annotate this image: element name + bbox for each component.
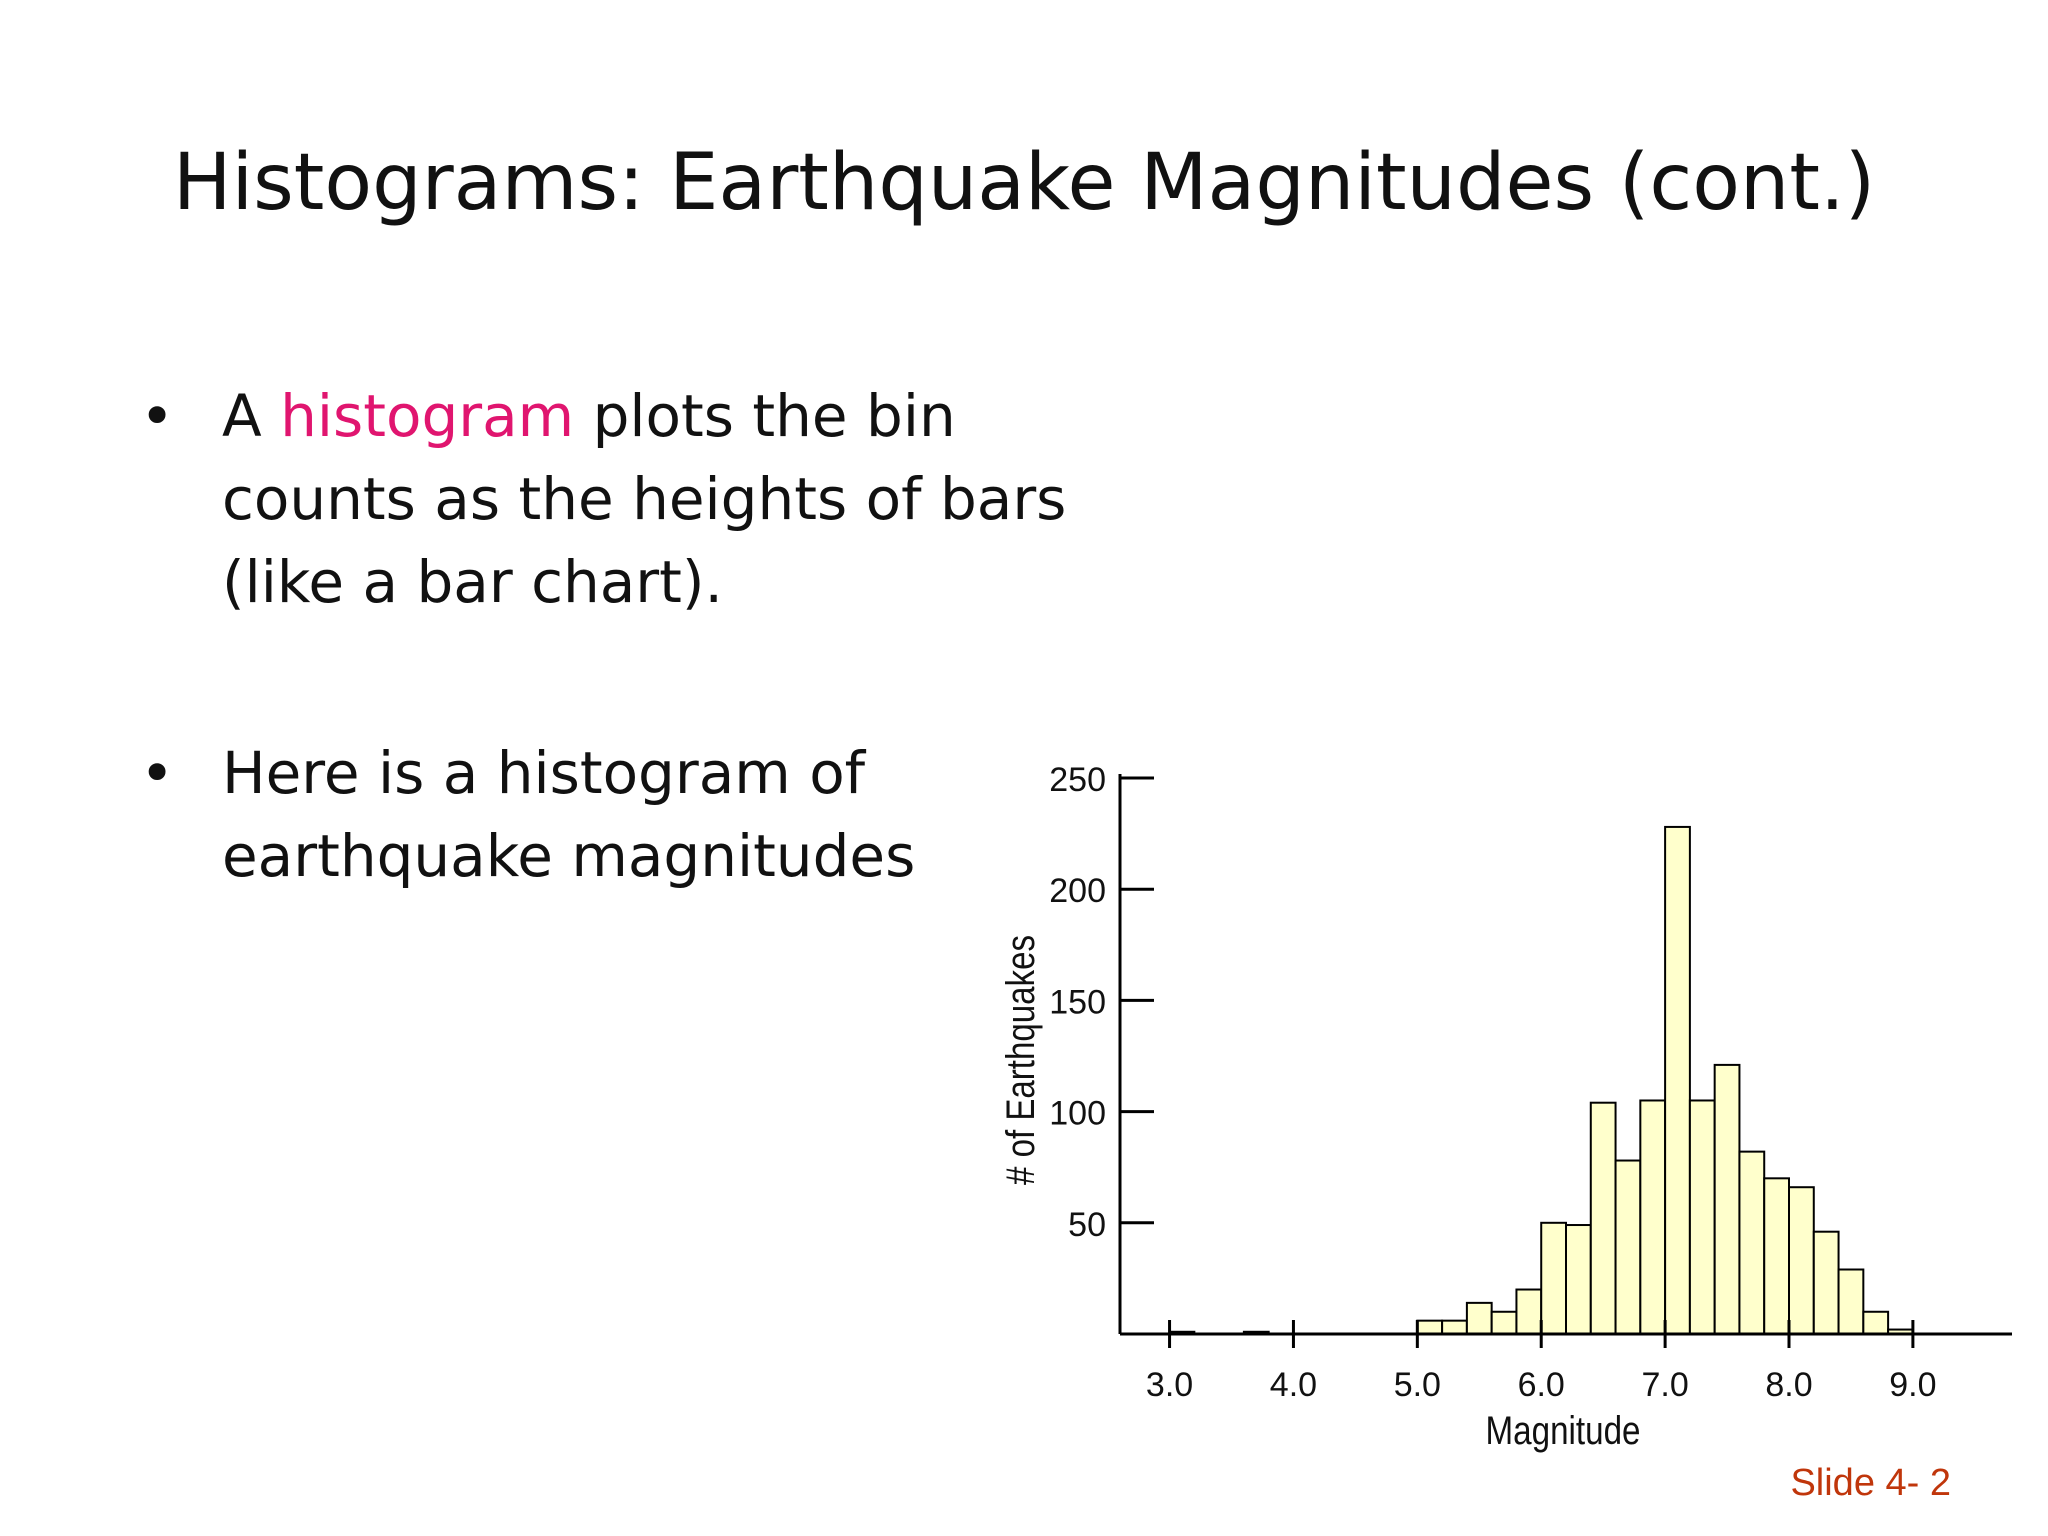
bullet-line: (like a bar chart).: [222, 548, 723, 616]
histogram-bar: [1837, 1268, 1865, 1336]
x-tick-label: 5.0: [1394, 1366, 1441, 1404]
slide-title: Histograms: Earthquake Magnitudes (cont.…: [172, 138, 1876, 228]
x-tick-label: 6.0: [1518, 1366, 1565, 1404]
histogram-bar: [1465, 1301, 1493, 1336]
histogram-bar: [1713, 1063, 1741, 1335]
x-tick-label: 4.0: [1270, 1366, 1317, 1404]
histogram-bar: [1664, 825, 1691, 1335]
histogram-bar: [1763, 1177, 1790, 1335]
histogram-bar: [1589, 1101, 1617, 1335]
histogram-bar: [1639, 1099, 1667, 1335]
bullet-text: plots the bin: [574, 382, 956, 450]
x-tick-label: 3.0: [1146, 1366, 1193, 1404]
bullet-item-histogram-definition: • A histogram plots the bin counts as th…: [140, 375, 1080, 624]
x-tick-label: 8.0: [1765, 1366, 1812, 1404]
histogram-bar: [1788, 1186, 1815, 1335]
histogram-bar: [1515, 1288, 1543, 1336]
y-tick-label: 150: [1049, 983, 1106, 1021]
highlighted-term: histogram: [280, 382, 575, 450]
y-tick-label: 200: [1049, 872, 1106, 910]
y-axis-ticks: 50 100 150 200 250: [1049, 761, 1154, 1244]
bullet-dot: •: [140, 382, 175, 450]
bullet-item-histogram-example: • Here is a histogram of earthquake magn…: [140, 732, 1080, 898]
histogram-bar: [1738, 1150, 1766, 1335]
histogram-bar: [1614, 1159, 1642, 1335]
histogram-bar: [1490, 1310, 1518, 1336]
x-tick-label: 7.0: [1641, 1366, 1688, 1404]
histogram-bar: [1565, 1224, 1592, 1336]
bullet-line: Here is a histogram of: [222, 739, 866, 807]
bullet-list: • A histogram plots the bin counts as th…: [140, 375, 1080, 898]
x-axis-label: Magnitude: [1486, 1409, 1641, 1453]
x-axis-ticks: 3.0 4.0 5.0 6.0 7.0 8.0 9.0: [1146, 1320, 1937, 1404]
histogram-bar: [1441, 1319, 1468, 1336]
bullet-line: earthquake magnitudes: [222, 822, 916, 890]
bullet-dot: •: [140, 739, 175, 807]
y-tick-label: 50: [1068, 1206, 1106, 1244]
bullet-text: A: [222, 382, 281, 450]
histogram-bar: [1862, 1310, 1890, 1336]
slide-number: Slide 4- 2: [1790, 1462, 1951, 1504]
histogram-bar: [1812, 1230, 1840, 1336]
y-tick-label: 250: [1049, 761, 1106, 799]
histogram-bar: [1416, 1319, 1444, 1336]
bullet-line: A histogram plots the bin: [222, 375, 1080, 458]
histogram-bars: [1168, 825, 1914, 1336]
histogram-bar: [1540, 1221, 1567, 1336]
bullet-line: counts as the heights of bars: [222, 465, 1067, 533]
x-tick-label: 9.0: [1889, 1366, 1936, 1404]
y-axis-label: # of Earthquakes: [999, 935, 1043, 1185]
y-tick-label: 100: [1049, 1095, 1106, 1133]
histogram-bar: [1688, 1099, 1716, 1335]
